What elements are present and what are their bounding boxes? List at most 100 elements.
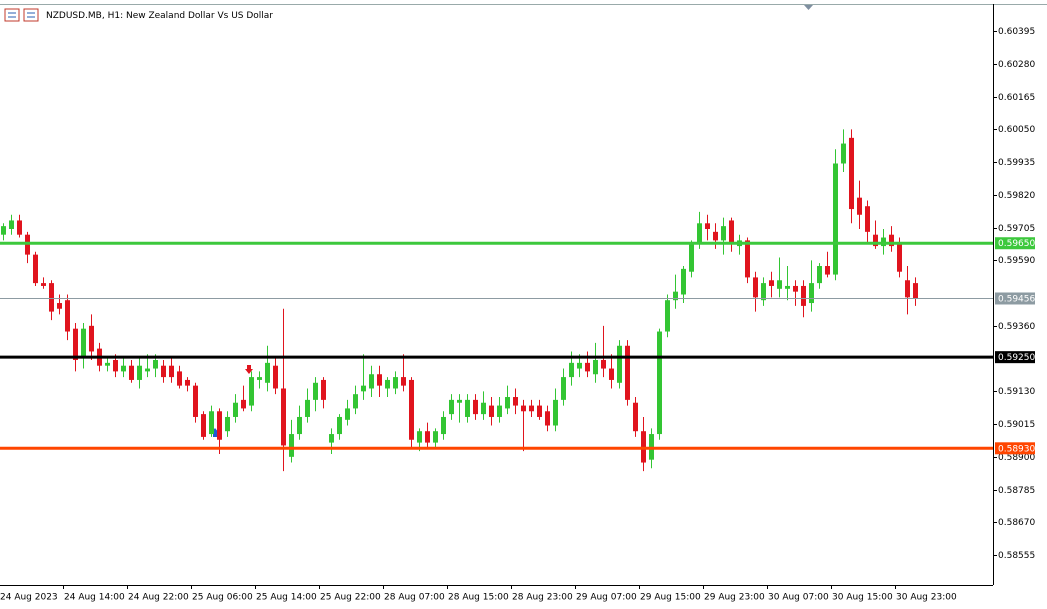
candle-body [377, 374, 382, 386]
candle-body [105, 362, 110, 366]
y-tick-label: 0.59820 [998, 191, 1035, 201]
level-label: 0.58930 [998, 444, 1035, 454]
x-tick-label: 24 Aug 14:00 [64, 593, 125, 603]
x-tick-label: 30 Aug 23:00 [896, 593, 957, 603]
candle-body [185, 379, 190, 386]
candle-body [369, 374, 374, 389]
candle-body [225, 416, 230, 432]
candle-body [801, 285, 806, 306]
level-tag [995, 351, 1035, 364]
candle-body [753, 277, 758, 298]
y-tick-label: 0.58785 [998, 486, 1035, 496]
candle-body [289, 434, 294, 457]
x-tick-label: 24 Aug 22:00 [128, 593, 189, 603]
candle-body [897, 243, 902, 272]
sell-arrow [245, 365, 253, 374]
candle-body [65, 300, 70, 332]
candle-body [785, 285, 790, 289]
candle-body [865, 206, 870, 232]
candle-body [425, 431, 430, 443]
y-tick-label: 0.59935 [998, 158, 1035, 168]
candle-body [9, 220, 14, 229]
candle-body [433, 431, 438, 443]
candle-body [617, 345, 622, 383]
candle-body [569, 362, 574, 378]
candle-body [89, 325, 94, 352]
candle-body [1, 226, 6, 235]
candle-body [273, 365, 278, 389]
candle-body [449, 399, 454, 415]
candle-body [465, 399, 470, 417]
candle-body [241, 399, 246, 409]
candle-body [161, 365, 166, 378]
candle-body [409, 379, 414, 440]
y-tick-label: 0.59015 [998, 420, 1035, 430]
candle-body [673, 291, 678, 301]
x-tick-label: 30 Aug 07:00 [768, 593, 829, 603]
candle-body [537, 405, 542, 417]
y-tick-label: 0.60395 [998, 27, 1035, 37]
y-tick-label: 0.59360 [998, 322, 1035, 332]
candle-body [329, 434, 334, 443]
candle-body [561, 377, 566, 400]
y-tick-label: 0.59590 [998, 256, 1035, 266]
shift-marker[interactable] [804, 5, 813, 10]
candle-body [577, 362, 582, 369]
candle-body [129, 365, 134, 380]
candle-body [529, 405, 534, 412]
y-tick-label: 0.60280 [998, 60, 1035, 70]
candle-body [849, 137, 854, 210]
price-ticks: 0.60395 0.60280 0.60165 0.60050 0.59935 0.598… [0, 27, 1035, 603]
candle-body [857, 197, 862, 215]
candle-body [321, 379, 326, 400]
candle-body [121, 365, 126, 372]
candle-body [193, 385, 198, 417]
candle-body [593, 360, 598, 375]
y-tick-label: 0.59130 [998, 387, 1035, 397]
candle-body [553, 399, 558, 426]
candle-body [713, 231, 718, 241]
y-tick-label: 0.58555 [998, 551, 1035, 561]
candle-body [633, 402, 638, 432]
x-tick-label: 28 Aug 15:00 [448, 593, 509, 603]
level-label: 0.59650 [998, 239, 1035, 249]
x-tick-label: 25 Aug 06:00 [192, 593, 253, 603]
y-tick-label: 0.59705 [998, 224, 1035, 234]
candle-body [721, 226, 726, 241]
candle-body [257, 377, 262, 380]
candle-body [729, 220, 734, 244]
candle-body [145, 368, 150, 372]
candle-body [17, 220, 22, 235]
candle-body [489, 405, 494, 417]
candle-body [209, 411, 214, 435]
candle-body [153, 360, 158, 369]
candle-body [345, 408, 350, 420]
level-tag [995, 237, 1035, 250]
candle-body [705, 223, 710, 229]
x-tick-label: 28 Aug 23:00 [512, 593, 573, 603]
x-tick-label: 25 Aug 22:00 [320, 593, 381, 603]
candle-body [41, 283, 46, 286]
chart-title: NZDUSD.MB, H1: New Zealand Dollar Vs US … [46, 11, 273, 21]
candle-body [665, 300, 670, 332]
candle-body [249, 377, 254, 406]
candle-body [689, 243, 694, 272]
candle-body [545, 411, 550, 426]
candle-body [905, 280, 910, 298]
candle-body [497, 405, 502, 417]
candle-body [505, 397, 510, 409]
symbol-icon [4, 8, 39, 22]
candle-body [657, 331, 662, 435]
candle-body [393, 377, 398, 389]
candle-body [281, 388, 286, 446]
candle-body [873, 234, 878, 247]
candle-body [745, 240, 750, 278]
candle-body [73, 328, 78, 361]
candle-body [441, 416, 446, 435]
candle-body [305, 399, 310, 417]
candle-body [809, 283, 814, 304]
candle-body [481, 402, 486, 415]
candle-body [585, 362, 590, 372]
